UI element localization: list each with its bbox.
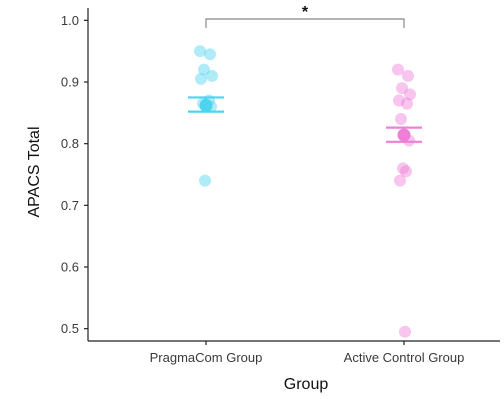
significance-bracket	[205, 18, 405, 28]
y-tick-label: 0.6	[61, 260, 79, 275]
x-axis-title: Group	[284, 376, 329, 393]
data-point	[195, 72, 207, 85]
data-point	[404, 88, 416, 101]
data-point	[199, 174, 211, 187]
data-point	[194, 45, 206, 58]
mean-point	[199, 98, 213, 112]
data-point	[392, 63, 404, 76]
y-axis: 0.5 0.6 0.7 0.8 0.9 1.0	[61, 13, 88, 336]
data-point	[395, 113, 407, 125]
x-tick-label: PragmaCom Group	[150, 350, 263, 365]
data-point	[394, 174, 406, 187]
x-axis: PragmaCom Group Active Control Group	[150, 341, 465, 365]
plot-area	[188, 45, 422, 338]
data-point	[402, 69, 414, 82]
data-point	[198, 63, 210, 76]
y-axis-title: APACS Total	[26, 126, 43, 217]
data-point	[399, 325, 411, 338]
data-point	[206, 69, 218, 82]
mean-point	[397, 128, 411, 142]
data-point	[396, 82, 408, 95]
data-point	[204, 48, 216, 61]
y-tick-label: 0.9	[61, 75, 79, 90]
significance-annotation: *	[205, 4, 405, 28]
data-point	[401, 97, 413, 110]
x-tick-label: Active Control Group	[344, 350, 465, 365]
data-point	[393, 94, 405, 107]
y-tick-label: 0.8	[61, 136, 79, 151]
y-tick-label: 0.5	[61, 321, 79, 336]
data-point	[397, 162, 409, 175]
data-point	[400, 165, 412, 178]
significance-label: *	[302, 4, 309, 21]
y-tick-label: 1.0	[61, 13, 79, 28]
y-tick-label: 0.7	[61, 198, 79, 213]
